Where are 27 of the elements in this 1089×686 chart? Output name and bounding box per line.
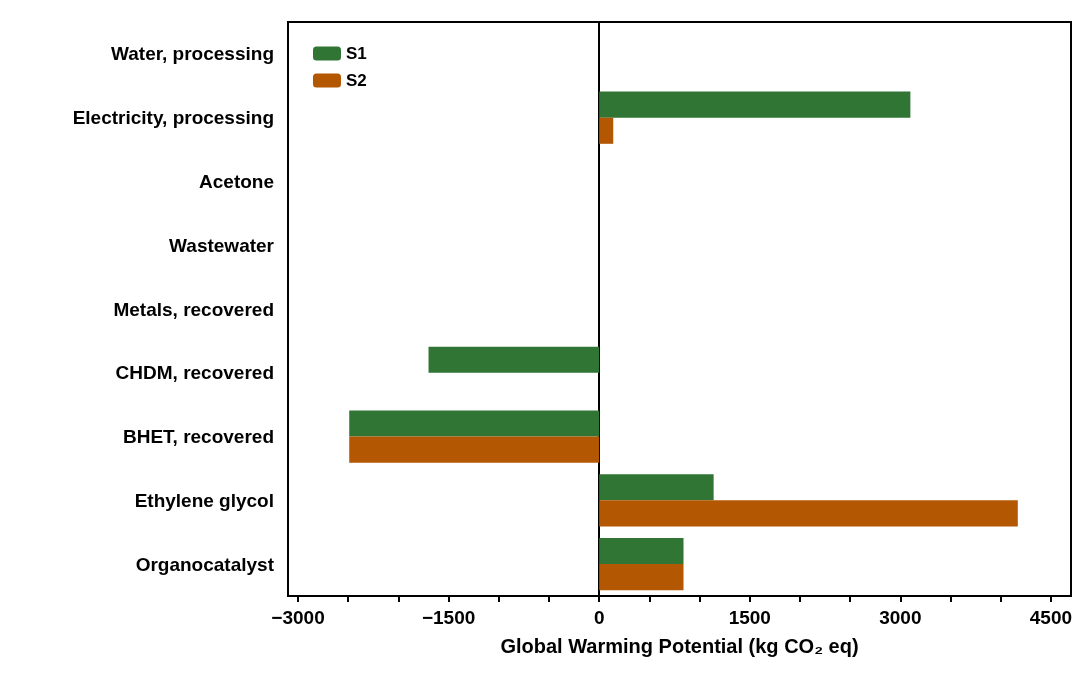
bar xyxy=(599,564,684,591)
x-tick-label: 1500 xyxy=(728,607,771,628)
x-tick-label: −1500 xyxy=(421,607,476,628)
y-tick-label: Wastewater xyxy=(169,234,275,256)
y-tick-label: Acetone xyxy=(199,170,274,192)
bar xyxy=(349,436,600,463)
bar xyxy=(599,500,1018,527)
bar xyxy=(428,346,600,373)
legend-label: S1 xyxy=(346,44,367,63)
y-tick-label: Water, processing xyxy=(111,43,274,65)
bar xyxy=(599,117,614,144)
x-tick-label: 3000 xyxy=(879,607,922,628)
y-tick-label: Electricity, processing xyxy=(72,107,274,129)
x-axis-title: Global Warming Potential (kg CO₂ eq) xyxy=(500,635,859,657)
y-tick-label: Metals, recovered xyxy=(113,298,274,320)
y-tick-label: CHDM, recovered xyxy=(115,362,274,384)
legend-label: S2 xyxy=(346,71,367,90)
x-tick-label: 4500 xyxy=(1029,607,1073,628)
bar xyxy=(599,474,714,501)
bar xyxy=(599,91,911,118)
x-tick-label: 0 xyxy=(593,607,605,628)
x-tick-label: −3000 xyxy=(271,607,325,628)
y-tick-label: BHET, recovered xyxy=(122,426,274,448)
y-tick-label: Organocatalyst xyxy=(135,553,275,575)
y-tick-label: Ethylene glycol xyxy=(134,489,274,511)
bar xyxy=(599,537,684,565)
bar xyxy=(349,410,600,437)
